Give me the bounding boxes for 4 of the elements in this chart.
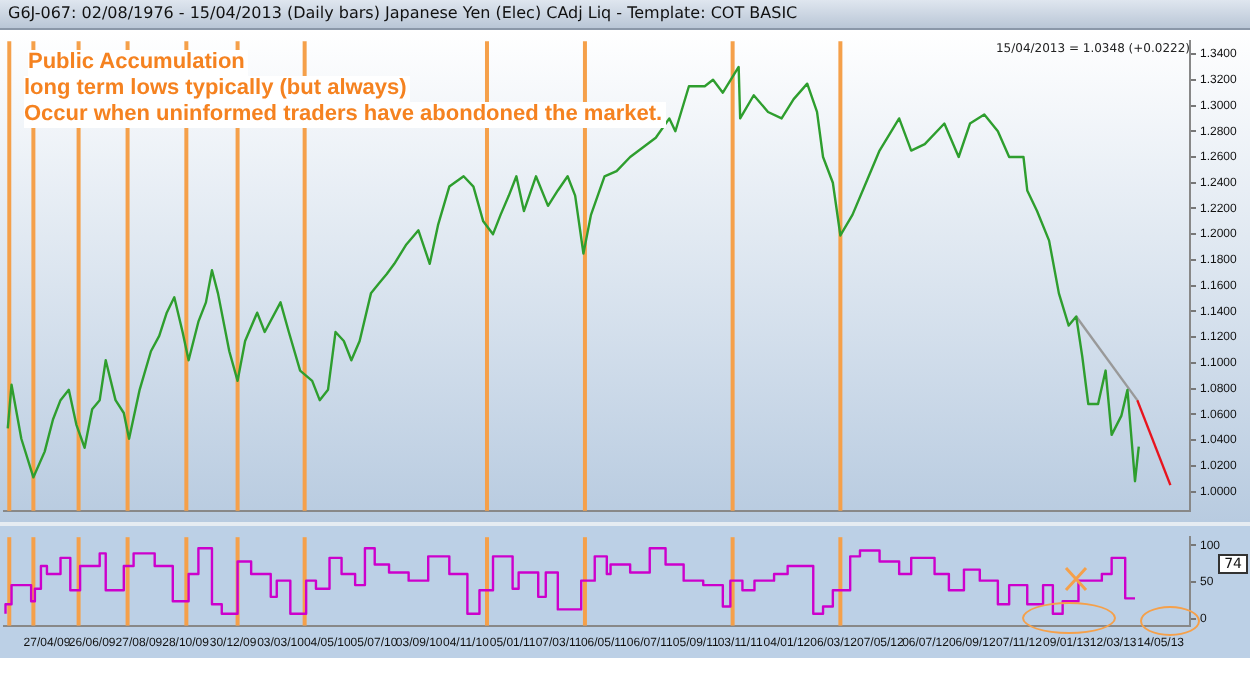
annotation: long term lows typically (but always) [24,76,411,102]
annotation: Public Accumulation [28,50,249,76]
chart-title: G6J-067: 02/08/1976 - 15/04/2013 (Daily bars) Japanese Yen (Elec) CAdj Liq - Template: COT BASIC [8,4,798,22]
annotation: Occur when uninformed traders have abondoned the market. [24,102,667,128]
